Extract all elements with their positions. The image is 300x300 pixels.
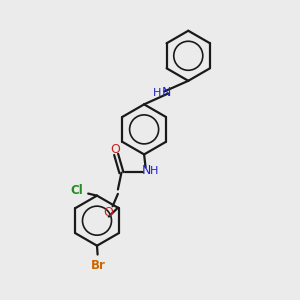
Text: O: O (110, 142, 120, 156)
Text: Cl: Cl (70, 184, 83, 197)
Text: O: O (103, 206, 113, 219)
Text: H: H (152, 88, 161, 98)
Text: N: N (142, 164, 151, 177)
Text: Br: Br (91, 259, 106, 272)
Text: H: H (150, 166, 159, 176)
Text: N: N (161, 86, 171, 99)
